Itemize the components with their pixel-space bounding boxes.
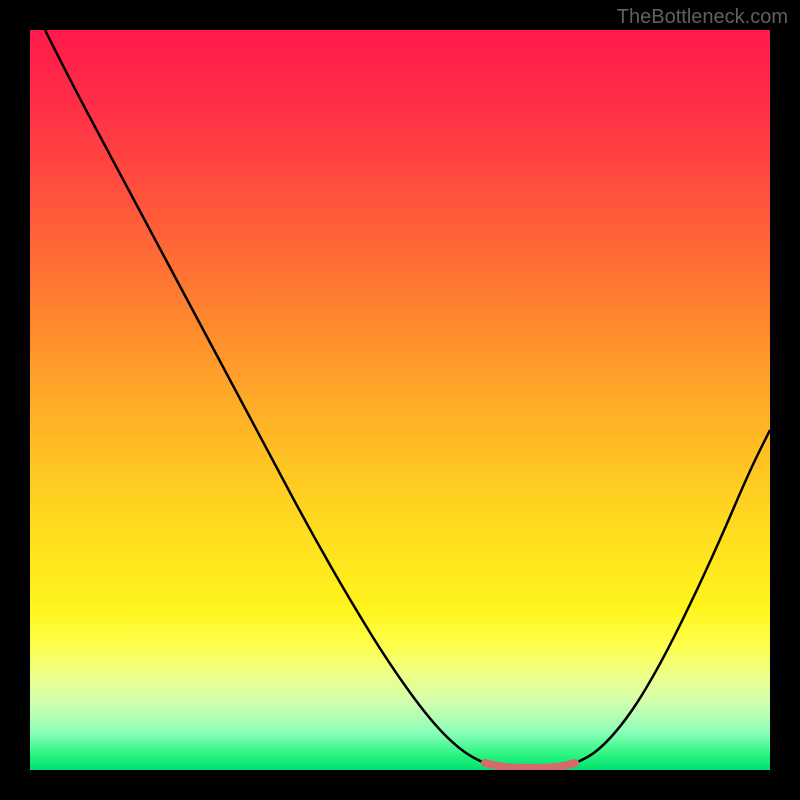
plot-area bbox=[30, 30, 770, 770]
bottleneck-curve bbox=[30, 30, 770, 770]
curve-line bbox=[45, 30, 770, 768]
optimal-marker bbox=[485, 763, 575, 768]
watermark-text: TheBottleneck.com bbox=[617, 6, 788, 29]
